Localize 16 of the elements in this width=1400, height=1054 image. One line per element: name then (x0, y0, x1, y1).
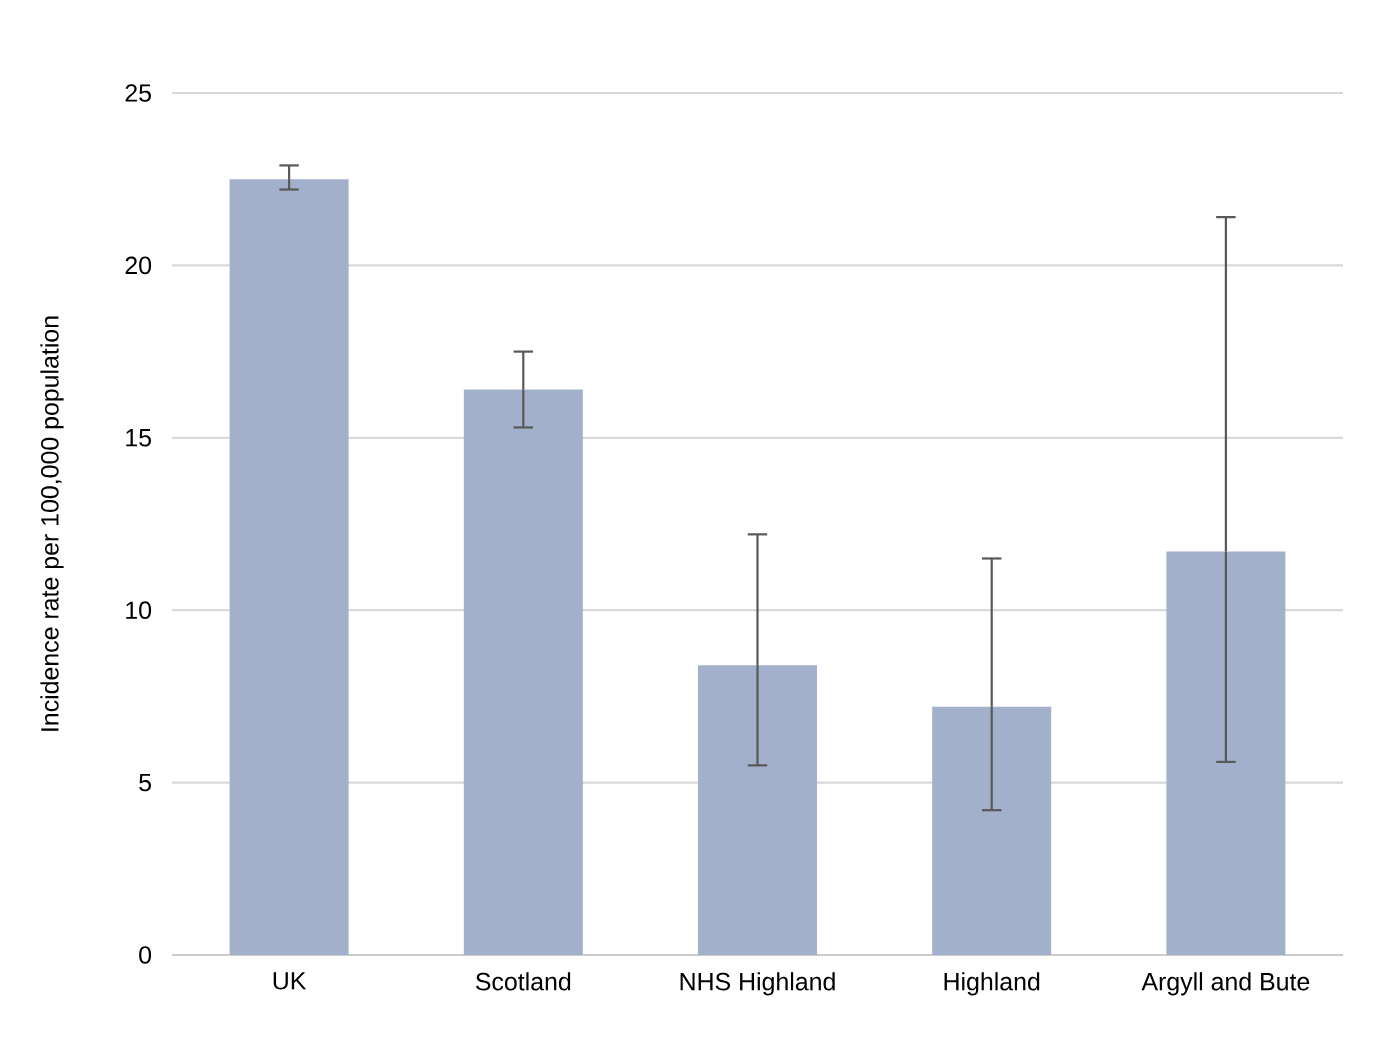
y-tick-label: 20 (125, 256, 152, 275)
y-tick-label: 0 (139, 946, 152, 964)
y-axis-title: Incidence rate per 100,000 population (40, 316, 64, 731)
y-tick-label: 10 (126, 601, 152, 620)
y-tick-label: 5 (139, 773, 151, 792)
bar (932, 706, 1052, 955)
y-tick-label: 25 (125, 84, 151, 102)
bar (463, 389, 583, 955)
bar (697, 665, 817, 955)
x-tick-label: UK (273, 972, 307, 990)
x-tick-label: Scotland (475, 972, 571, 991)
y-tick-label: 15 (126, 429, 151, 447)
x-tick-label: NHS Highland (680, 972, 835, 996)
x-tick-label: Argyll and Bute (1141, 972, 1310, 996)
x-tick-label: Highland (944, 972, 1040, 996)
bar (229, 179, 349, 955)
